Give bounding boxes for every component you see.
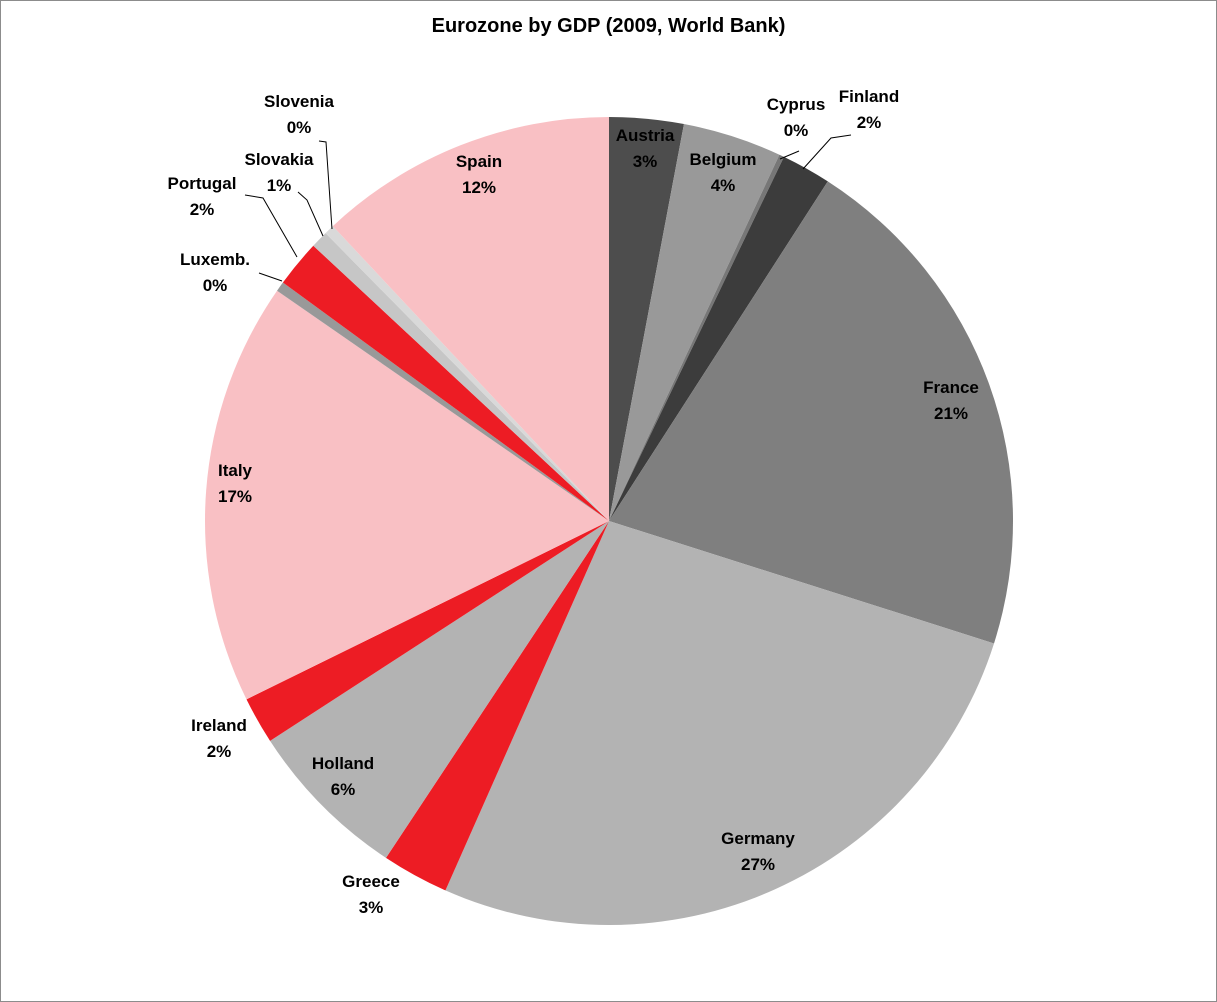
pie-slice-portugal [282, 245, 609, 522]
slice-percent-belgium: 4% [711, 176, 736, 195]
slice-name-spain: Spain [456, 152, 502, 171]
slice-label-greece: Greece 3% [342, 872, 400, 917]
slice-label-cyprus: Cyprus 0% [767, 95, 826, 140]
slice-name-ireland: Ireland [191, 716, 247, 735]
slice-name-germany: Germany [721, 829, 795, 848]
leader-line-luxemb [258, 272, 283, 282]
pie-slice-slovakia [313, 233, 609, 521]
chart-title: Eurozone by GDP (2009, World Bank) [431, 15, 786, 37]
slice-percent-greece: 3% [359, 898, 384, 917]
slice-percent-portugal: 2% [190, 200, 215, 219]
pie-slice-austria [609, 117, 684, 521]
slice-label-slovenia: Slovenia 0% [264, 92, 334, 137]
pie-slice-france [609, 181, 1014, 644]
pie-slice-greece [385, 521, 609, 891]
slice-percent-cyprus: 0% [784, 121, 809, 140]
leader-line-cyprus [779, 150, 800, 160]
pie-slice-luxemb [277, 282, 609, 521]
slice-label-finland: Finland 2% [839, 87, 899, 132]
slice-label-germany: Germany 27% [721, 829, 795, 874]
slice-percent-france: 21% [934, 404, 968, 423]
slice-name-slovakia: Slovakia [245, 150, 315, 169]
pie-slice-italy [204, 290, 609, 700]
slice-name-holland: Holland [312, 754, 374, 773]
slice-label-belgium: Belgium 4% [689, 150, 756, 195]
pie-slice-cyprus [609, 154, 784, 521]
slice-percent-germany: 27% [741, 855, 775, 874]
slice-label-slovakia: Slovakia 1% [245, 150, 315, 195]
pie-slice-spain [332, 117, 609, 521]
slice-percent-luxemb: 0% [203, 276, 228, 295]
leader-line-slovakia [297, 191, 324, 237]
slice-percent-italy: 17% [218, 487, 252, 506]
slice-label-austria: Austria 3% [616, 126, 675, 171]
slice-name-italy: Italy [218, 461, 253, 480]
slice-percent-austria: 3% [633, 152, 658, 171]
pie-slice-slovenia [325, 226, 609, 521]
slice-percent-ireland: 2% [207, 742, 232, 761]
leader-lines-layer [244, 134, 852, 282]
slice-label-holland: Holland 6% [312, 754, 374, 799]
slice-label-spain: Spain 12% [456, 152, 502, 197]
pie-slice-germany [445, 521, 994, 926]
slice-label-portugal: Portugal 2% [168, 174, 237, 219]
pie-slice-ireland [246, 521, 609, 741]
slice-percent-spain: 12% [462, 178, 496, 197]
labels-layer: Austria 3% Belgium 4% Cyprus 0% Finland 2% Franc… [168, 87, 979, 917]
slice-label-france: France 21% [923, 378, 979, 423]
pie-slice-finland [609, 156, 828, 521]
pie-slice-holland [270, 521, 609, 858]
pie-slice-belgium [609, 124, 780, 522]
slice-name-france: France [923, 378, 979, 397]
slice-label-ireland: Ireland 2% [191, 716, 247, 761]
leader-line-portugal [244, 194, 298, 258]
leader-line-finland [802, 134, 852, 170]
slice-name-slovenia: Slovenia [264, 92, 334, 111]
slice-label-italy: Italy 17% [218, 461, 253, 506]
slice-percent-slovakia: 1% [267, 176, 292, 195]
leader-line-slovenia [318, 140, 333, 230]
slice-label-luxemb: Luxemb. 0% [180, 250, 250, 295]
slice-name-portugal: Portugal [168, 174, 237, 193]
slice-percent-slovenia: 0% [287, 118, 312, 137]
slice-name-finland: Finland [839, 87, 899, 106]
slice-name-greece: Greece [342, 872, 400, 891]
slices-layer [204, 117, 1014, 926]
slice-name-belgium: Belgium [689, 150, 756, 169]
slice-percent-holland: 6% [331, 780, 356, 799]
slice-name-austria: Austria [616, 126, 675, 145]
slice-percent-finland: 2% [857, 113, 882, 132]
slice-name-cyprus: Cyprus [767, 95, 826, 114]
slice-name-luxemb: Luxemb. [180, 250, 250, 269]
